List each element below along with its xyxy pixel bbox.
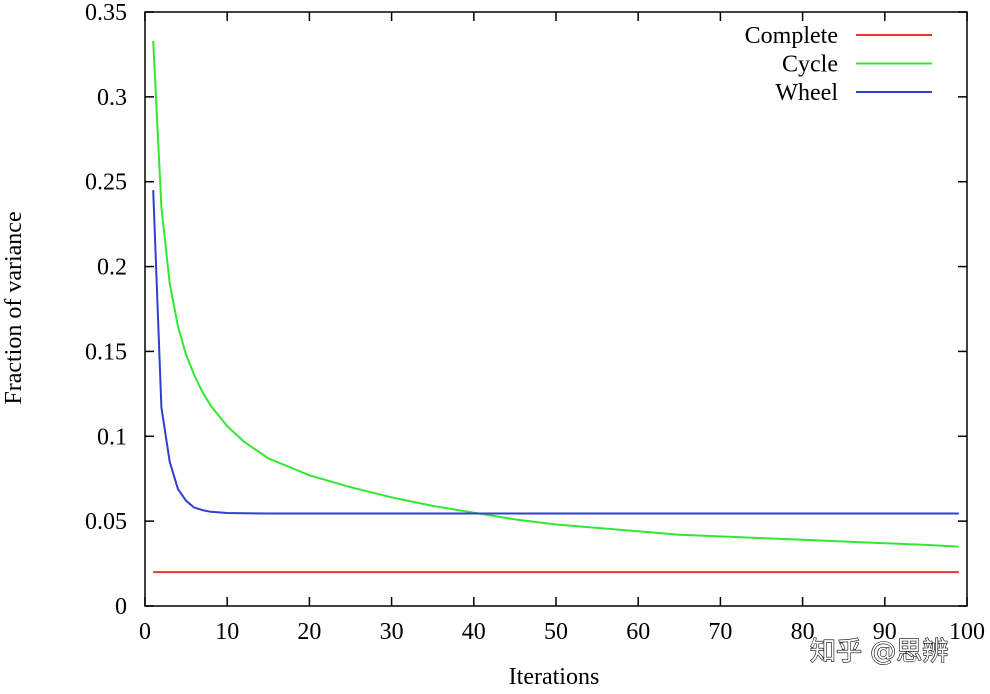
series-layer — [152, 40, 959, 574]
x-tick-label: 60 — [626, 619, 650, 645]
x-tick-label: 0 — [139, 619, 151, 645]
x-tick-label: 10 — [215, 619, 239, 645]
legend-label-complete: Complete — [745, 23, 838, 49]
x-tick-label: 40 — [462, 619, 486, 645]
x-tick-label: 100 — [949, 619, 985, 645]
y-tick-label: 0.05 — [85, 509, 127, 535]
x-tick-label: 50 — [544, 619, 568, 645]
y-tick-label: 0.1 — [97, 424, 127, 450]
y-tick-label: 0.35 — [85, 0, 127, 26]
ticks: 0 10 20 30 40 50 60 70 80 90 100 0 0.05 0.1 0.15 0.2 0.2… — [85, 0, 985, 645]
watermark: 知乎 @思辨 — [810, 637, 948, 667]
x-axis-label: Iterations — [509, 664, 600, 689]
x-tick-label: 90 — [873, 619, 897, 645]
series-line-wheel — [152, 190, 959, 515]
y-tick-label: 0.3 — [97, 85, 127, 111]
axes — [144, 11, 968, 607]
y-tick-label: 0.25 — [85, 170, 127, 196]
x-tick-label: 30 — [380, 619, 404, 645]
legend-label-wheel: Wheel — [775, 80, 838, 106]
x-tick-label: 80 — [791, 619, 815, 645]
legend-label-cycle: Cycle — [782, 52, 838, 78]
series-line-cycle — [152, 40, 959, 548]
x-tick-label: 20 — [297, 619, 321, 645]
plot-frame — [144, 11, 968, 607]
y-tick-label: 0 — [115, 594, 127, 620]
x-tick-label: 70 — [708, 619, 732, 645]
y-tick-label: 0.15 — [85, 339, 127, 365]
y-axis-label: Fraction of variance — [1, 211, 27, 404]
y-tick-label: 0.2 — [97, 255, 127, 281]
